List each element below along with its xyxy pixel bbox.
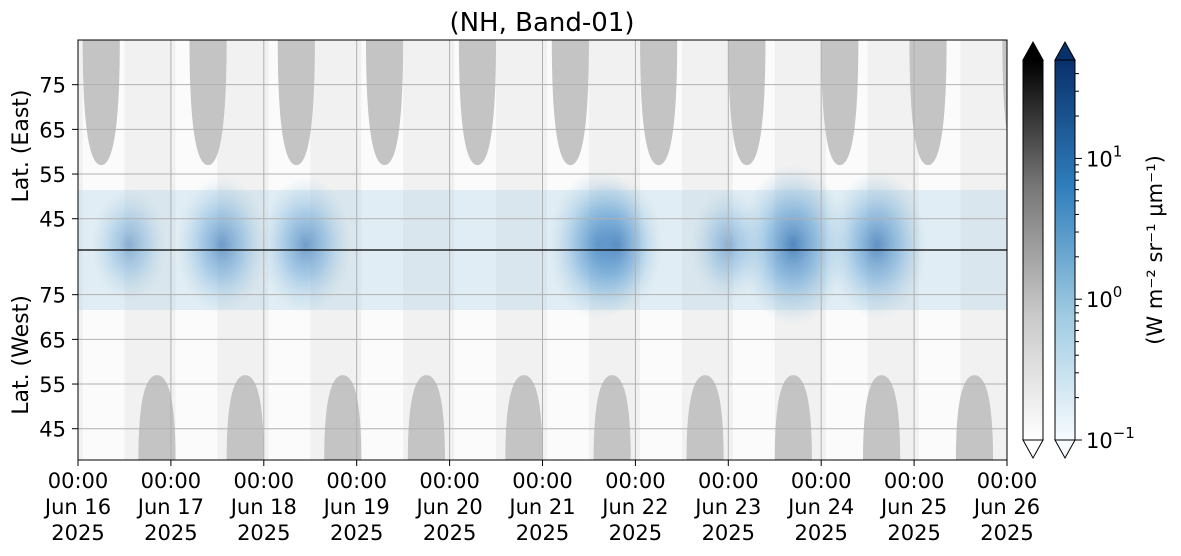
colorbar-gray-body — [1022, 59, 1044, 441]
activity-blob — [175, 176, 268, 314]
x-tick-label: 00:00 — [977, 469, 1038, 493]
colorbar-tick-label: 10−1 — [1086, 424, 1135, 453]
x-tick-label: Jun 21 — [507, 495, 575, 519]
x-tick-label: 2025 — [423, 521, 476, 545]
gray-mask-upper — [82, 40, 120, 166]
upper-panel-ylabel: Lat. (East) — [9, 90, 34, 203]
y-tick-label: 55 — [39, 163, 66, 187]
y-tick-label: 45 — [39, 418, 66, 442]
x-tick-label: 00:00 — [419, 469, 480, 493]
gray-mask-lower — [324, 375, 362, 460]
x-tick-label: Jun 22 — [600, 495, 668, 519]
gray-mask-upper — [551, 40, 589, 166]
y-tick-label: 65 — [39, 118, 66, 142]
x-tick-label: 2025 — [237, 521, 290, 545]
x-tick-label: 00:00 — [234, 469, 295, 493]
x-tick-label: Jun 26 — [972, 495, 1040, 519]
x-tick-label: 2025 — [794, 521, 847, 545]
chart-title: (NH, Band-01) — [449, 8, 634, 38]
gray-mask-upper — [909, 40, 947, 166]
x-tick-label: 00:00 — [512, 469, 573, 493]
gray-mask-lower — [407, 375, 445, 460]
y-tick-label: 55 — [39, 373, 66, 397]
colorbar-gray — [1022, 40, 1044, 460]
activity-blob — [570, 176, 663, 314]
gray-mask-upper — [365, 40, 404, 166]
x-tick-label: 2025 — [144, 521, 197, 545]
x-tick-label: 00:00 — [791, 469, 852, 493]
colorbar-blue-max-arrow — [1054, 40, 1076, 61]
gray-mask-upper — [640, 40, 678, 166]
x-tick-label: Jun 17 — [136, 495, 204, 519]
gray-mask-upper — [189, 40, 227, 166]
gray-mask-lower — [863, 375, 901, 460]
x-tick-label: 00:00 — [884, 469, 945, 493]
gray-mask-lower — [138, 375, 176, 460]
activity-blob — [259, 176, 352, 314]
colorbar-tick-label: 100 — [1086, 283, 1122, 312]
x-tick-label: 00:00 — [48, 469, 109, 493]
colorbar-blue-min-arrow — [1054, 439, 1076, 460]
colorbar-gray-min-arrow — [1022, 439, 1044, 460]
activity-blob — [91, 188, 168, 302]
x-tick-label: Jun 23 — [693, 495, 761, 519]
x-tick-label: 00:00 — [326, 469, 387, 493]
gray-mask-lower — [505, 375, 543, 460]
gray-mask-upper — [728, 40, 766, 166]
colorbar-ticks: 101 100 10−1 — [1075, 73, 1135, 453]
gray-mask-upper — [458, 40, 497, 166]
activity-blob — [826, 170, 927, 320]
gray-mask-upper — [1002, 40, 1007, 134]
x-tick-label: 00:00 — [698, 469, 759, 493]
colorbar-label: (W m⁻² sr⁻¹ μm⁻¹) — [1143, 155, 1167, 345]
gray-mask-lower — [774, 375, 812, 460]
x-tick-label: Jun 20 — [414, 495, 482, 519]
lower-panel-ylabel: Lat. (West) — [9, 295, 34, 415]
x-tick-label: 2025 — [887, 521, 940, 545]
x-tick-label: 00:00 — [605, 469, 666, 493]
gray-mask-lower — [955, 375, 994, 460]
x-tick-label: Jun 18 — [229, 495, 297, 519]
gray-mask-lower — [226, 375, 264, 460]
gray-mask-upper — [821, 40, 859, 166]
colorbar-blue-body — [1054, 59, 1076, 441]
x-tick-label: Jun 24 — [786, 495, 854, 519]
y-ticks: 45 55 65 75 75 65 55 45 — [39, 74, 78, 442]
y-tick-label: 75 — [39, 74, 66, 98]
x-tick-label: 2025 — [51, 521, 104, 545]
x-tick-label: 2025 — [516, 521, 569, 545]
x-tick-label: Jun 19 — [322, 495, 390, 519]
x-tick-label: Jun 16 — [43, 495, 111, 519]
x-tick-label: 2025 — [702, 521, 755, 545]
colorbar-gray-max-arrow — [1022, 40, 1044, 61]
x-tick-label: 2025 — [980, 521, 1033, 545]
gray-mask-upper — [277, 40, 315, 166]
x-tick-label: 2025 — [609, 521, 662, 545]
colorbar-blue — [1054, 40, 1076, 460]
gray-mask-lower — [593, 375, 631, 460]
x-tick-label: Jun 25 — [879, 495, 947, 519]
y-tick-label: 65 — [39, 328, 66, 352]
x-tick-label: 2025 — [330, 521, 383, 545]
x-tick-label: 00:00 — [141, 469, 202, 493]
y-tick-label: 75 — [39, 284, 66, 308]
y-tick-label: 45 — [39, 208, 66, 232]
activity-blob — [739, 164, 848, 326]
gray-mask-lower — [686, 375, 724, 460]
gray-masks — [82, 40, 1007, 460]
colorbar-tick-label: 101 — [1086, 142, 1122, 171]
